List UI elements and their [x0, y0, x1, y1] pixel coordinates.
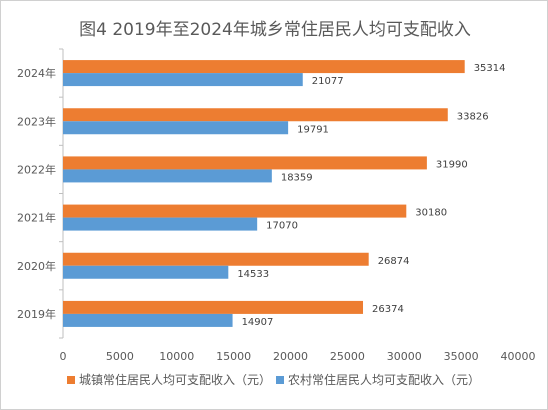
data-label: 35314 [474, 63, 506, 74]
bar [63, 313, 233, 327]
bar [63, 60, 465, 74]
data-label: 31990 [436, 159, 468, 170]
data-label: 26874 [378, 256, 410, 267]
data-label: 33826 [457, 111, 489, 122]
legend-label: 城镇常住居民人均可支配收入（元） [79, 373, 271, 387]
data-label: 26374 [372, 304, 404, 315]
x-tick-label: 5000 [106, 350, 134, 363]
chart-title: 图4 2019年至2024年城乡常住居民人均可支配收入 [79, 20, 471, 40]
bar [63, 252, 369, 266]
x-tick-label: 0 [60, 350, 67, 363]
bar [63, 121, 289, 135]
legend-swatch [67, 376, 75, 384]
data-label: 18359 [281, 172, 313, 183]
x-tick-label: 30000 [387, 350, 422, 363]
x-tick-label: 25000 [330, 350, 365, 363]
x-tick-label: 20000 [273, 350, 308, 363]
bar [63, 217, 258, 231]
data-label: 30180 [415, 208, 447, 219]
x-tick-label: 35000 [444, 350, 479, 363]
bar [63, 156, 427, 170]
data-label: 21077 [312, 76, 344, 87]
data-label: 14907 [242, 317, 274, 328]
data-label: 17070 [266, 221, 298, 232]
bar [63, 169, 272, 183]
bar [63, 108, 448, 122]
y-tick-label: 2020年 [17, 259, 56, 273]
x-tick-label: 10000 [159, 350, 194, 363]
x-tick-label: 15000 [216, 350, 251, 363]
bar [63, 265, 229, 279]
data-label: 14533 [237, 269, 269, 280]
y-tick-label: 2023年 [17, 114, 56, 128]
data-label: 19791 [297, 124, 329, 135]
bar [63, 204, 407, 218]
x-tick-label: 40000 [501, 350, 536, 363]
bar [63, 300, 364, 314]
bar [63, 73, 303, 87]
y-tick-label: 2024年 [17, 66, 56, 80]
y-tick-label: 2019年 [17, 307, 56, 321]
y-tick-label: 2021年 [17, 211, 56, 225]
legend-label: 农村常住居民人均可支配收入（元） [288, 373, 480, 387]
y-tick-label: 2022年 [17, 162, 56, 176]
legend-swatch [276, 376, 284, 384]
